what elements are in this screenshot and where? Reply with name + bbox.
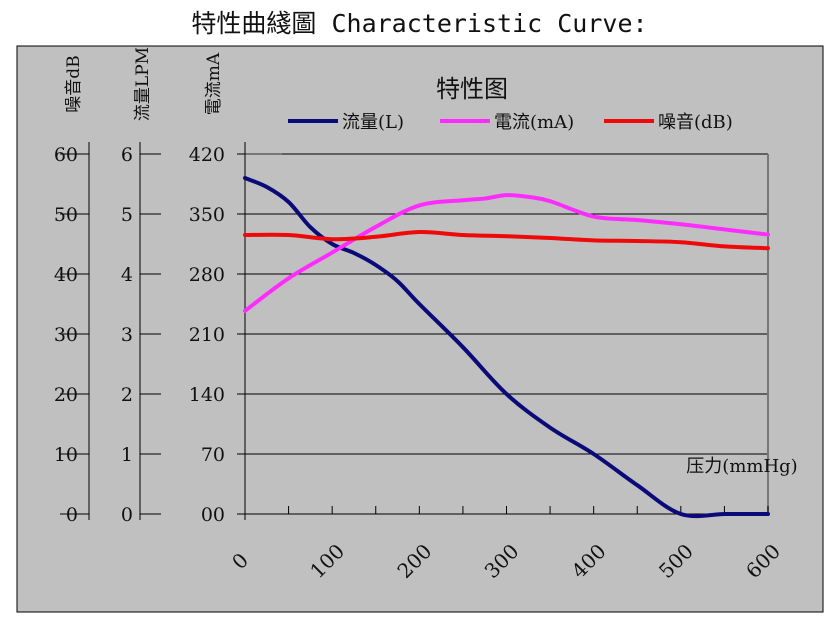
- y-tick-label-noise: 50: [54, 204, 78, 226]
- y-tick-label-flow: 6: [121, 144, 133, 166]
- series-lines: [243, 176, 770, 519]
- y-tick-label-noise: 60: [54, 144, 78, 166]
- y-tick-label-noise: 30: [54, 324, 78, 346]
- y-tick-label-noise: 20: [54, 384, 78, 406]
- series-line-flow: [243, 176, 770, 519]
- y-tick-label-current: 420: [189, 144, 225, 166]
- legend-label-noise: 噪音(dB): [658, 112, 733, 133]
- y-tick-label-current: 350: [189, 204, 225, 226]
- y-tick-label-current: 00: [201, 504, 225, 526]
- y-tick-label-flow: 0: [121, 504, 133, 526]
- y-axis-title-current: 電流mA: [204, 52, 224, 115]
- series-line-noise: [243, 229, 770, 251]
- legend: 流量(L) 電流(mA) 噪音(dB): [288, 112, 733, 133]
- chart-title: 特性图: [436, 75, 508, 103]
- y-tick-label-current: 280: [189, 264, 225, 286]
- gridlines: [245, 153, 769, 515]
- chart-frame: [16, 45, 824, 613]
- y-tick-label-flow: 1: [121, 444, 133, 466]
- y-tick-label-current: 140: [189, 384, 225, 406]
- y-tick-label-noise: 0: [66, 504, 78, 526]
- page-title: 特性曲綫圖 Characteristic Curve:: [191, 9, 648, 38]
- y-axis-title-flow: 流量LPM: [133, 47, 153, 121]
- y-tick-label-current: 210: [189, 324, 225, 346]
- y-axes: 0 10 20 30 40 50 60 噪音dB 0 1 2 3 4 5 6 流量LPM 00 70 140 210 2…: [54, 47, 246, 526]
- y-tick-label-current: 70: [201, 444, 225, 466]
- y-tick-label-flow: 4: [121, 264, 133, 286]
- legend-label-flow: 流量(L): [342, 112, 404, 133]
- y-axis-title-noise: 噪音dB: [64, 55, 84, 112]
- y-tick-label-flow: 5: [121, 204, 133, 226]
- x-axis-label: 压力(mmHg): [686, 456, 797, 477]
- y-tick-label-noise: 40: [54, 264, 78, 286]
- y-tick-label-flow: 3: [121, 324, 133, 346]
- y-tick-label-noise: 10: [54, 444, 78, 466]
- y-tick-label-flow: 2: [121, 384, 133, 406]
- legend-label-current: 電流(mA): [494, 112, 574, 133]
